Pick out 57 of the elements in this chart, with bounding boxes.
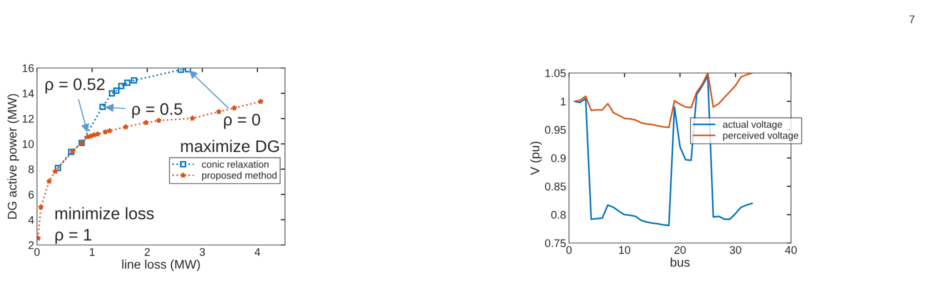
y-tick-label: 16	[22, 64, 34, 72]
point	[258, 98, 264, 104]
x-tick-label: 40	[785, 246, 797, 254]
point	[99, 104, 106, 110]
text: 7	[909, 15, 915, 24]
point	[124, 80, 131, 86]
point	[106, 128, 113, 134]
x-tick-label: 4	[254, 248, 260, 256]
y-tick-label: 6	[28, 190, 34, 199]
legend-label: proposed method	[202, 172, 277, 181]
x-tick-label: 0	[34, 248, 40, 256]
x-tick-label: 20	[674, 246, 686, 254]
legend-label: actual voltage	[722, 120, 782, 130]
point	[178, 68, 184, 73]
y-tick-label: 12	[22, 114, 34, 123]
y-axis-title: DG active power (MW)	[7, 94, 20, 219]
x-axis-title: line loss (MW)	[122, 260, 200, 272]
y-tick-label: 10	[22, 140, 34, 148]
x-tick-label: 30	[730, 246, 742, 254]
y-tick-label: 0.8	[551, 210, 566, 219]
point	[231, 104, 238, 111]
point	[156, 117, 162, 124]
y-tick-label: 0.9	[551, 154, 566, 162]
point	[189, 115, 196, 121]
x-tick-label: 1	[90, 248, 95, 256]
x-tick-label: 2	[144, 248, 150, 256]
y-tick-label: 4	[28, 216, 34, 224]
point	[216, 108, 222, 114]
x-tick-label: 3	[200, 248, 205, 256]
annotation: minimize loss	[55, 207, 154, 220]
legend-label: perceived voltage	[723, 132, 798, 141]
point	[130, 77, 138, 84]
point	[113, 88, 120, 94]
point	[102, 128, 108, 135]
point	[52, 168, 58, 174]
point	[38, 204, 44, 210]
annotation: ρ = 0.52	[46, 78, 105, 94]
y-tick-label: 8	[28, 165, 34, 174]
line-series	[574, 73, 753, 128]
annotation: maximize DG	[181, 140, 279, 152]
point	[54, 164, 62, 172]
legend-label: conic relaxation	[202, 160, 268, 168]
point	[108, 90, 116, 97]
y-tick-label: 0.95	[545, 126, 566, 134]
y-axis-title: V (pu)	[530, 142, 542, 175]
y-tick-label: 0.75	[545, 239, 566, 248]
y-tick-label: 14	[22, 90, 34, 98]
point	[118, 82, 124, 90]
annotation: ρ = 0	[224, 114, 260, 129]
annotation: ρ = 1	[55, 228, 92, 244]
x-tick-label: 0	[566, 246, 572, 254]
y-tick-label: 0.85	[545, 182, 566, 190]
x-tick-label: 10	[619, 246, 630, 254]
x-axis-title: bus	[670, 258, 690, 267]
y-tick-label: 1.05	[545, 69, 566, 78]
annotation: ρ = 0.5	[132, 103, 182, 118]
y-tick-label: 1	[560, 98, 566, 106]
